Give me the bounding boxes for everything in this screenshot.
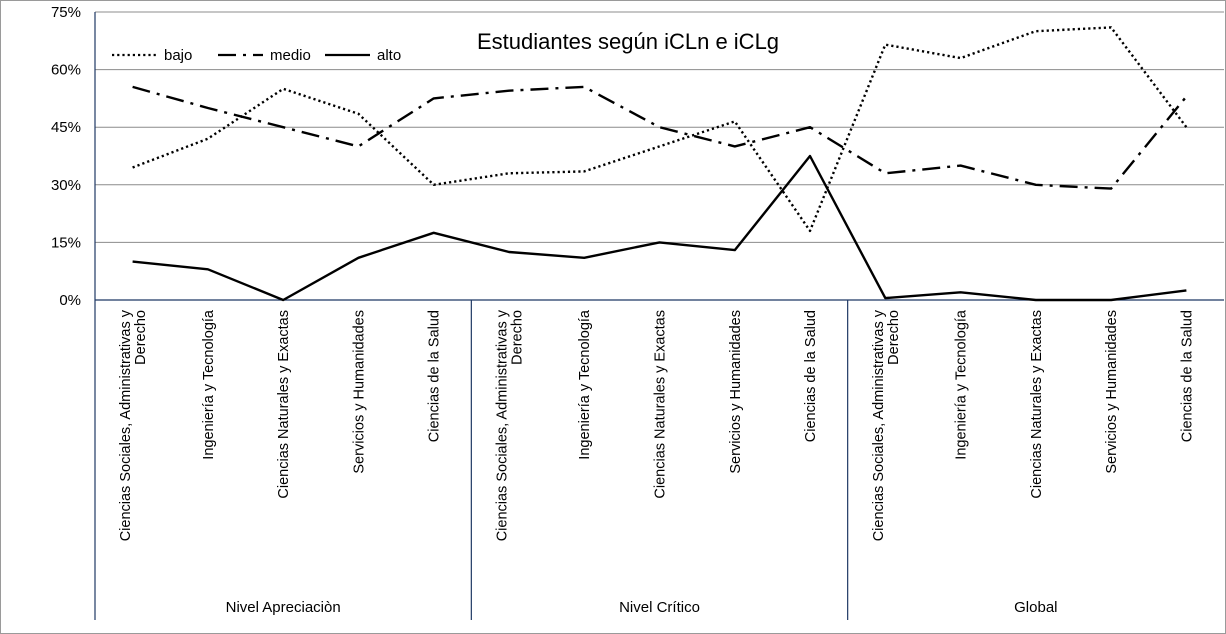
x-group-label: Nivel Crítico [619, 599, 700, 616]
x-category-label: Ingeniería y Tecnología [954, 309, 970, 460]
legend-label-alto: alto [377, 47, 401, 64]
x-category-label: Ciencias Sociales, Administrativas yDere… [118, 309, 149, 541]
y-axis-ticks: 0% 15% 30% 45% 60% 75% [51, 4, 81, 309]
x-axis-category-labels: Ciencias Sociales, Administrativas yDere… [118, 309, 1195, 541]
series-line-medio [132, 85, 1188, 190]
series-line-bajo [132, 26, 1188, 233]
x-category-label: Servicios y Humanidades [1104, 310, 1120, 474]
x-group-label: Nivel Apreciaciòn [226, 599, 341, 616]
x-category-label: Servicios y Humanidades [351, 310, 367, 474]
x-category-label: Ingeniería y Tecnología [577, 309, 593, 460]
y-tick-label: 60% [51, 62, 81, 79]
x-category-label: Ciencias de la Salud [1179, 310, 1195, 442]
chart-title: Estudiantes según iCLn e iCLg [477, 29, 779, 54]
x-category-label: Ciencias Naturales y Exactas [1029, 310, 1045, 499]
legend-label-medio: medio [270, 47, 311, 64]
y-tick-label: 30% [51, 177, 81, 194]
x-category-label: Ciencias Naturales y Exactas [653, 310, 669, 499]
x-category-label: Ciencias Sociales, Administrativas yDere… [494, 309, 525, 541]
y-tick-label: 15% [51, 234, 81, 251]
y-tick-label: 0% [59, 292, 81, 309]
series-lines [132, 26, 1188, 302]
x-category-label: Ingeniería y Tecnología [201, 309, 217, 460]
x-category-label: Ciencias de la Salud [803, 310, 819, 442]
x-category-label: Ciencias Sociales, Administrativas yDere… [871, 309, 902, 541]
series-line-alto [132, 154, 1187, 302]
x-category-label: Servicios y Humanidades [728, 310, 744, 474]
x-axis-group-labels: Nivel Apreciaciòn Nivel Crítico Global [226, 599, 1058, 616]
legend-label-bajo: bajo [164, 47, 192, 64]
legend: bajo medio alto [112, 47, 401, 64]
x-group-label: Global [1014, 599, 1057, 616]
x-category-label: Ciencias de la Salud [427, 310, 443, 442]
y-tick-label: 45% [51, 119, 81, 136]
y-tick-label: 75% [51, 4, 81, 21]
x-category-label: Ciencias Naturales y Exactas [276, 310, 292, 499]
